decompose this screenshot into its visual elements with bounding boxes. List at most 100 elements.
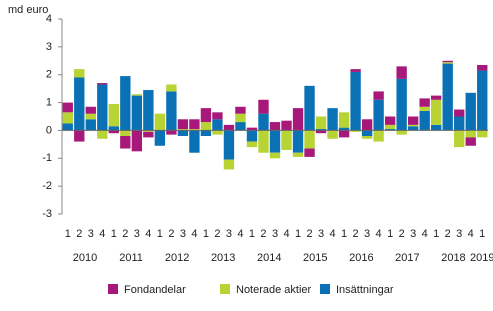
year-label: 2019 — [470, 252, 493, 264]
year-label: 2017 — [395, 252, 419, 264]
bar — [431, 124, 442, 131]
x-tick-label: 2 — [260, 228, 266, 240]
bar — [292, 108, 304, 131]
bar — [120, 136, 131, 149]
x-tick-label: 3 — [134, 228, 140, 240]
x-tick-label: 4 — [99, 228, 105, 240]
bar — [246, 130, 258, 142]
bar — [143, 130, 154, 132]
bar — [85, 113, 96, 120]
bar — [361, 130, 373, 136]
year-label: 2011 — [119, 252, 143, 264]
x-tick-label: 3 — [226, 228, 232, 240]
bar — [269, 130, 281, 153]
x-tick-label: 3 — [88, 228, 94, 240]
x-tick-label: 3 — [180, 228, 186, 240]
bar — [396, 78, 407, 131]
x-tick-label: 2 — [399, 228, 405, 240]
x-tick-label: 3 — [410, 228, 416, 240]
year-label: 2016 — [349, 252, 373, 264]
bar — [431, 99, 442, 125]
bar — [442, 60, 453, 63]
bar — [338, 130, 350, 138]
bar — [258, 99, 269, 114]
bar — [384, 116, 396, 125]
bar — [177, 130, 189, 136]
bar — [223, 130, 235, 160]
bar — [281, 120, 292, 131]
x-tick-label: 4 — [468, 228, 474, 240]
legend-label: Noterade aktier — [236, 284, 312, 296]
bar — [258, 130, 269, 153]
bar — [465, 137, 476, 146]
bar — [131, 95, 143, 131]
x-tick-label: 3 — [364, 228, 370, 240]
bar — [304, 148, 315, 157]
bar — [419, 106, 430, 111]
x-tick-label: 2 — [445, 228, 451, 240]
bar — [62, 123, 73, 131]
x-tick-label: 4 — [191, 228, 197, 240]
bar — [120, 130, 131, 136]
bar — [131, 94, 143, 96]
bar — [97, 130, 108, 139]
bar — [200, 108, 212, 123]
bar — [154, 113, 166, 131]
y-axis-label: md euro — [8, 4, 48, 16]
bar — [361, 119, 373, 131]
bar — [315, 129, 327, 131]
bar — [235, 106, 246, 114]
x-tick-label: 4 — [422, 228, 428, 240]
bar — [177, 119, 189, 130]
bar — [143, 90, 154, 131]
bar — [338, 127, 350, 131]
bar — [74, 69, 85, 78]
y-tick-label: 3 — [46, 41, 52, 53]
bar — [177, 129, 189, 131]
bar — [407, 126, 419, 131]
x-tick-label: 4 — [283, 228, 289, 240]
bar — [97, 83, 108, 85]
x-tick-label: 1 — [249, 228, 255, 240]
legend-swatch — [320, 284, 330, 294]
bar — [454, 130, 465, 148]
bar — [269, 122, 281, 131]
bar — [108, 103, 119, 127]
bar — [258, 113, 269, 131]
bar — [373, 130, 384, 142]
bar — [350, 69, 361, 72]
bar — [477, 130, 488, 138]
bar — [85, 119, 96, 131]
legend-swatch — [220, 284, 230, 294]
bar — [315, 116, 327, 130]
bar — [442, 63, 453, 131]
bar — [373, 91, 384, 100]
bar — [281, 130, 292, 150]
x-tick-label: 2 — [122, 228, 128, 240]
bar — [62, 112, 73, 124]
bar — [338, 112, 350, 128]
x-tick-label: 2 — [76, 228, 82, 240]
x-tick-label: 2 — [306, 228, 312, 240]
bar — [304, 85, 315, 131]
bar — [327, 108, 338, 131]
bar — [292, 152, 304, 157]
bar — [292, 130, 304, 153]
x-tick-label: 1 — [387, 228, 393, 240]
bar — [235, 113, 246, 123]
bar — [189, 130, 200, 153]
bar — [373, 99, 384, 131]
year-label: 2015 — [303, 252, 327, 264]
bar — [454, 109, 465, 117]
year-label: 2018 — [441, 252, 465, 264]
bar — [131, 130, 143, 152]
bar — [465, 92, 476, 131]
bar — [200, 122, 212, 131]
bar — [350, 71, 361, 131]
bar — [235, 122, 246, 131]
bar — [212, 130, 223, 135]
bar — [396, 130, 407, 135]
x-tick-label: 2 — [353, 228, 359, 240]
bar — [108, 130, 119, 134]
